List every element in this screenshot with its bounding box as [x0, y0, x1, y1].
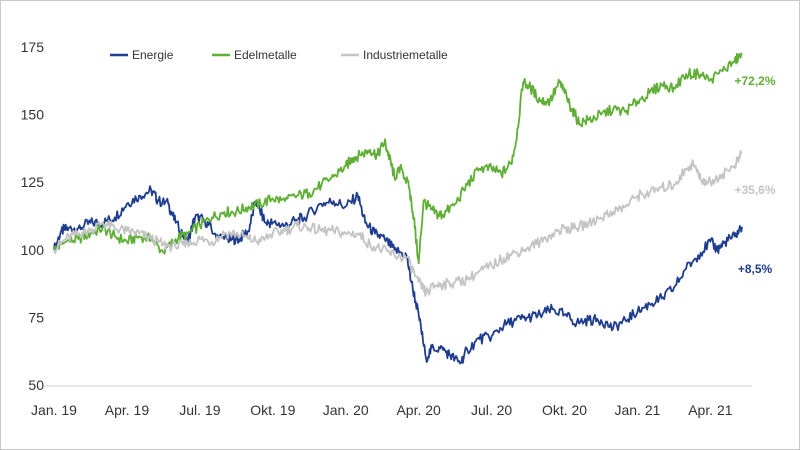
- legend-label: Energie: [132, 48, 174, 62]
- legend-label: Industriemetalle: [363, 48, 448, 62]
- x-tick-label: Jul. 20: [471, 402, 512, 418]
- legend-item-industriemetalle: Industriemetalle: [341, 48, 448, 62]
- x-tick-label: Okt. 19: [250, 402, 295, 418]
- y-tick-labels: 50 75 100 125 150 175: [21, 39, 45, 393]
- end-label-edelmetalle: +72,2%: [734, 74, 775, 88]
- y-tick-label: 100: [21, 242, 45, 258]
- series-line-industriemetalle: [53, 150, 743, 297]
- x-tick-label: Jan. 20: [323, 402, 369, 418]
- legend-item-edelmetalle: Edelmetalle: [212, 48, 297, 62]
- x-tick-label: Apr. 21: [688, 402, 733, 418]
- x-tick-labels: Jan. 19 Apr. 19 Jul. 19 Okt. 19 Jan. 20 Apr. …: [31, 402, 733, 418]
- series-line-edelmetalle: [53, 52, 743, 265]
- legend-label: Edelmetalle: [234, 48, 297, 62]
- y-tick-label: 50: [28, 377, 44, 393]
- x-tick-label: Okt. 20: [542, 402, 587, 418]
- series-line-energie: [53, 185, 743, 365]
- x-tick-label: Jul. 19: [179, 402, 220, 418]
- x-tick-label: Jan. 19: [31, 402, 77, 418]
- y-tick-label: 175: [21, 39, 45, 55]
- series-lines: [53, 52, 743, 365]
- y-tick-label: 125: [21, 174, 45, 190]
- end-label-energie: +8,5%: [738, 262, 773, 276]
- x-tick-label: Apr. 20: [396, 402, 441, 418]
- y-tick-label: 75: [28, 309, 44, 325]
- end-label-industriemetalle: +35,6%: [734, 183, 775, 197]
- legend: Energie Edelmetalle Industriemetalle: [110, 48, 448, 62]
- x-tick-label: Jan. 21: [614, 402, 660, 418]
- y-tick-label: 150: [21, 107, 45, 123]
- x-tick-label: Apr. 19: [105, 402, 150, 418]
- legend-item-energie: Energie: [110, 48, 174, 62]
- end-labels: +8,5% +72,2% +35,6%: [734, 74, 775, 276]
